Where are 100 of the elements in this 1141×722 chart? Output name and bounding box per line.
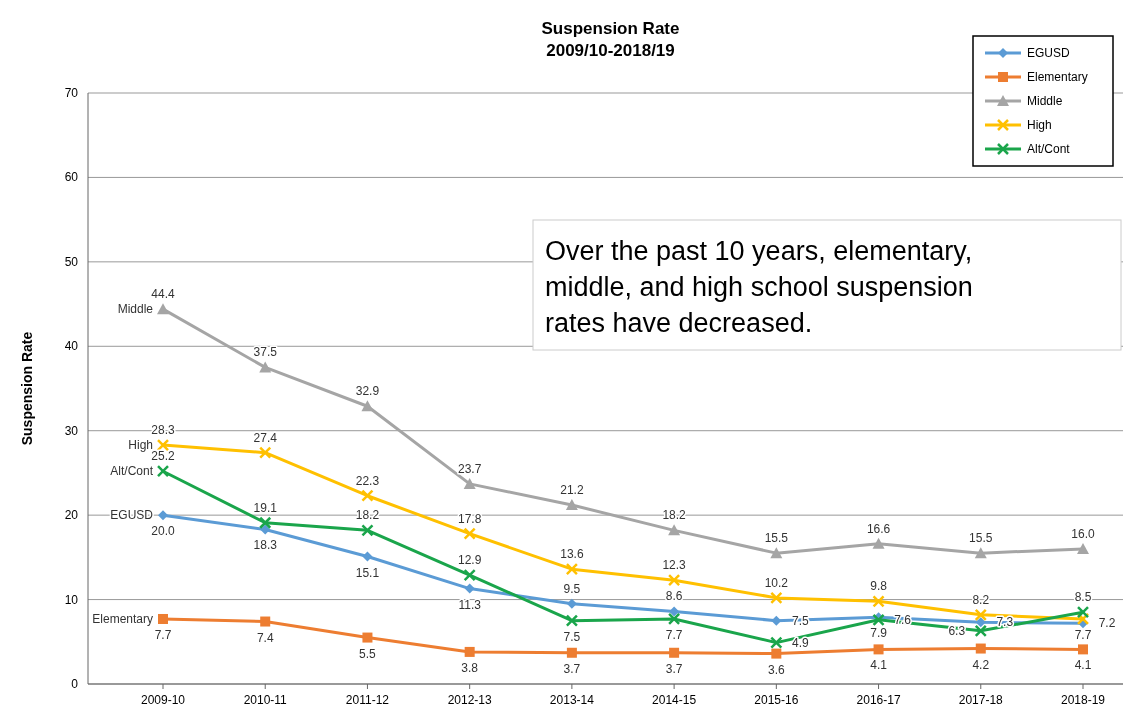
data-label: 18.2 [355, 508, 380, 523]
x-tick-label: 2010-11 [243, 693, 288, 707]
data-label: 7.7 [1074, 627, 1092, 642]
point [157, 303, 169, 315]
point [258, 446, 272, 459]
chart-subtitle: 2009/10-2018/19 [546, 41, 675, 60]
data-label: 7.2 [1098, 616, 1116, 631]
x-tick-label: 2018-19 [1060, 693, 1106, 707]
data-label: 4.1 [870, 658, 888, 673]
data-label: 7.3 [996, 615, 1014, 630]
annotation: Over the past 10 years, elementary, middle, and high school suspension rates have decreased. [545, 236, 973, 338]
point [565, 562, 579, 576]
y-tick-label: 50 [64, 254, 79, 269]
data-label: 9.5 [563, 581, 581, 596]
data-label: 13.6 [560, 547, 584, 562]
data-label: 3.8 [461, 660, 479, 675]
point [974, 547, 987, 559]
data-label: 23.7 [457, 461, 482, 476]
point [975, 617, 986, 628]
point [463, 568, 476, 582]
point [974, 608, 988, 622]
point [566, 598, 577, 609]
point [362, 632, 373, 643]
data-label: 15.5 [764, 531, 789, 546]
x-tick-label: 2009-10 [140, 693, 186, 707]
data-label: 12.3 [662, 558, 687, 573]
data-label: 4.2 [972, 657, 990, 672]
data-label: 7.7 [154, 627, 172, 642]
y-tick-label: 40 [64, 339, 79, 354]
point [873, 644, 884, 655]
data-label: 28.3 [151, 423, 175, 438]
data-label: 21.2 [560, 483, 584, 498]
y-tick-label: 20 [64, 508, 79, 523]
y-axis-title: Suspension Rate [19, 331, 35, 446]
x-tick-label: 2015-16 [754, 693, 799, 707]
x-tick-label: 2012-13 [447, 693, 493, 707]
data-label: 8.2 [972, 592, 990, 607]
legend-label: Alt/Cont [1027, 142, 1071, 156]
y-tick-label: 60 [64, 170, 79, 185]
data-label: 7.5 [791, 613, 809, 628]
legend-label: EGUSD [1027, 46, 1071, 60]
point [872, 537, 885, 549]
data-label: 15.5 [969, 531, 993, 546]
y-tick-label: 10 [64, 592, 79, 607]
x-tick-label: 2016-17 [856, 693, 901, 707]
text: Middle [117, 302, 153, 317]
data-label: 18.3 [253, 538, 278, 553]
point [565, 614, 579, 627]
point [770, 591, 783, 605]
point [464, 646, 475, 657]
data-label: 8.6 [665, 589, 683, 604]
data-label: 27.4 [253, 430, 278, 445]
text: Elementary [92, 611, 153, 626]
data-label: 25.2 [151, 449, 175, 464]
x-tick-label: 2013-14 [549, 693, 595, 707]
data-label: 16.6 [866, 521, 891, 536]
data-label: 3.6 [767, 662, 785, 677]
data-label: 18.2 [662, 508, 687, 523]
point [260, 524, 271, 535]
data-label: 12.9 [457, 553, 482, 568]
point [770, 547, 783, 559]
text: EGUSD [110, 508, 153, 523]
point [1077, 542, 1089, 554]
point [258, 516, 272, 529]
point [770, 636, 783, 649]
data-label: 3.7 [665, 661, 683, 676]
point [362, 551, 373, 562]
y-tick-label: 30 [64, 423, 79, 438]
point [669, 647, 680, 658]
data-label: 37.5 [253, 345, 278, 360]
legend-label: Middle [1027, 94, 1063, 108]
point [565, 499, 578, 511]
data-label: 22.3 [355, 473, 380, 488]
x-tick-label: 2017-18 [958, 693, 1004, 707]
data-label: 7.5 [563, 629, 581, 644]
data-label: 7.4 [256, 630, 274, 645]
point [667, 612, 681, 626]
legend-label: Elementary [1027, 70, 1088, 84]
data-label: 10.2 [764, 575, 789, 590]
point [566, 647, 577, 658]
data-label: 9.8 [870, 579, 888, 594]
x-tick-label: 2014-15 [652, 693, 697, 707]
data-label: 7.9 [870, 626, 888, 641]
point [464, 583, 475, 594]
data-label: 11.3 [458, 597, 482, 612]
data-label: 7.7 [665, 627, 683, 642]
point [771, 648, 782, 659]
point [156, 438, 170, 452]
point [260, 616, 271, 627]
point [668, 524, 681, 536]
data-label: 3.7 [563, 661, 581, 676]
text: Alt/Cont [110, 464, 153, 479]
point [259, 361, 272, 373]
data-label: 5.5 [359, 646, 377, 661]
point [158, 613, 168, 624]
data-label: 8.5 [1074, 590, 1092, 605]
data-label: 32.9 [355, 384, 380, 399]
x-tick-label: 2011-12 [345, 693, 390, 707]
point [361, 524, 374, 537]
data-label: 44.4 [151, 287, 175, 302]
